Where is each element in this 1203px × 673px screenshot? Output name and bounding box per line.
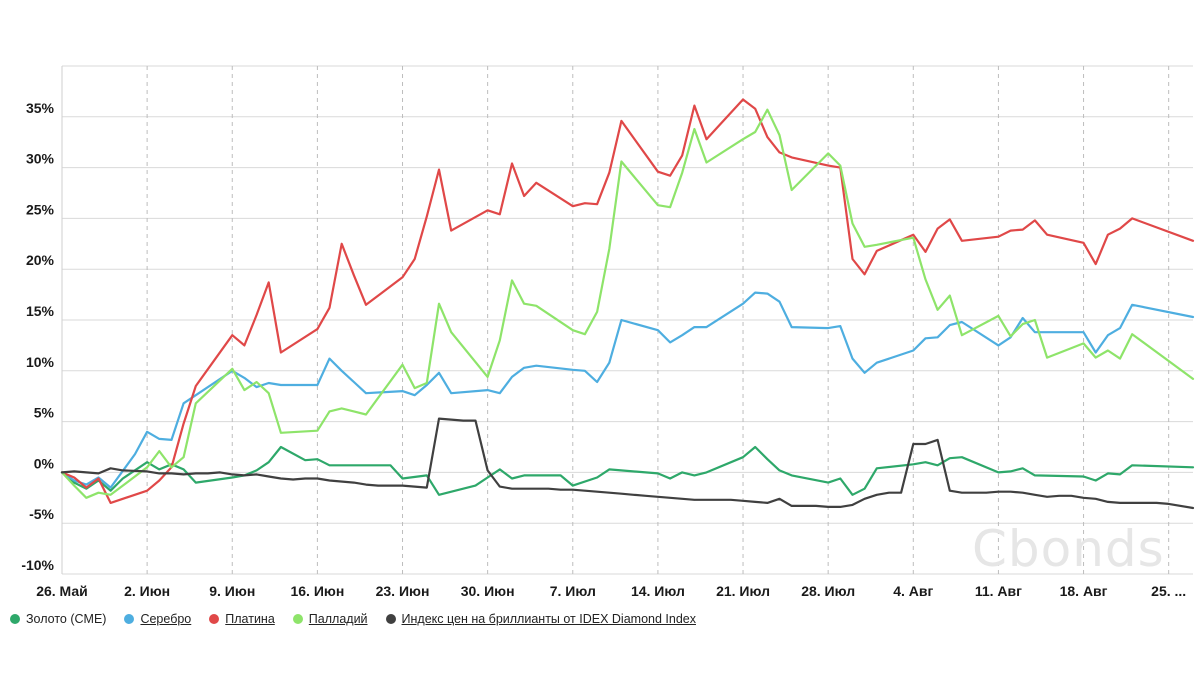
- x-tick-label: 11. Авг: [975, 583, 1022, 599]
- legend-label: Серебро: [140, 612, 192, 626]
- legend-marker-icon: [385, 614, 396, 624]
- y-tick-label: 5%: [34, 405, 55, 421]
- series-line-0: [60, 445, 1195, 496]
- y-tick-label: -5%: [29, 506, 54, 522]
- x-tick-label: 2. Июн: [124, 583, 170, 599]
- y-tick-label: 35%: [26, 100, 55, 116]
- y-tick-label: 15%: [26, 303, 55, 319]
- legend-marker-icon: [10, 614, 20, 624]
- legend-item-0[interactable]: Золото (CME): [10, 612, 106, 626]
- legend-label: Индекс цен на бриллианты от IDEX Diamond…: [401, 612, 696, 626]
- x-tick-label: 18. Авг: [1060, 583, 1108, 599]
- series-lines: [60, 98, 1195, 510]
- legend-marker-icon: [124, 614, 135, 624]
- legend-item-3[interactable]: Палладий: [292, 612, 368, 626]
- x-tick-label: 16. Июн: [290, 583, 344, 599]
- watermark: Cbonds: [972, 520, 1165, 578]
- x-tick-label: 30. Июн: [461, 583, 515, 599]
- legend-item-4[interactable]: Индекс цен на бриллианты от IDEX Diamond…: [385, 612, 696, 626]
- legend: Золото (CME) Серебро Платина Палладий Индекс…: [10, 612, 696, 626]
- x-tick-label: 14. Июл: [631, 583, 685, 599]
- x-tick-label: 21. Июл: [716, 583, 770, 599]
- legend-label: Палладий: [308, 612, 368, 626]
- series-line-4: [60, 417, 1195, 510]
- x-tick-label: 7. Июл: [550, 583, 596, 599]
- y-tick-label: 20%: [26, 252, 55, 268]
- y-tick-label: 25%: [26, 201, 55, 217]
- legend-label: Золото (CME): [26, 612, 107, 626]
- x-tick-label: 25. ...: [1151, 583, 1186, 599]
- x-axis-labels: 26. Май 2. Июн 9. Июн 16. Июн 23. Июн 30. Июн…: [36, 583, 1186, 599]
- legend-label: Платина: [225, 612, 275, 626]
- y-axis-labels: -10% -5% 0% 5% 10% 15% 20% 25% 30% 35%: [21, 100, 54, 573]
- y-tick-label: 30%: [26, 151, 55, 167]
- x-tick-label: 23. Июн: [376, 583, 430, 599]
- series-line-3: [60, 108, 1195, 499]
- legend-item-1[interactable]: Серебро: [124, 612, 191, 626]
- y-tick-label: 10%: [26, 354, 55, 370]
- y-tick-label: 0%: [34, 455, 55, 471]
- chart-svg: Cbonds -10% -5% 0% 5% 10% 15% 20% 25% 30% 35% 26.…: [21, 65, 1195, 599]
- legend-marker-icon: [209, 614, 220, 624]
- x-tick-label: 9. Июн: [209, 583, 255, 599]
- x-tick-label: 4. Авг: [893, 583, 933, 599]
- x-tick-label: 28. Июл: [801, 583, 855, 599]
- x-tick-label: 26. Май: [36, 583, 88, 599]
- y-tick-label: -10%: [21, 557, 54, 573]
- series-line-1: [60, 291, 1195, 489]
- series-line-2: [60, 98, 1195, 504]
- legend-marker-icon: [292, 614, 303, 624]
- legend-item-2[interactable]: Платина: [209, 612, 275, 626]
